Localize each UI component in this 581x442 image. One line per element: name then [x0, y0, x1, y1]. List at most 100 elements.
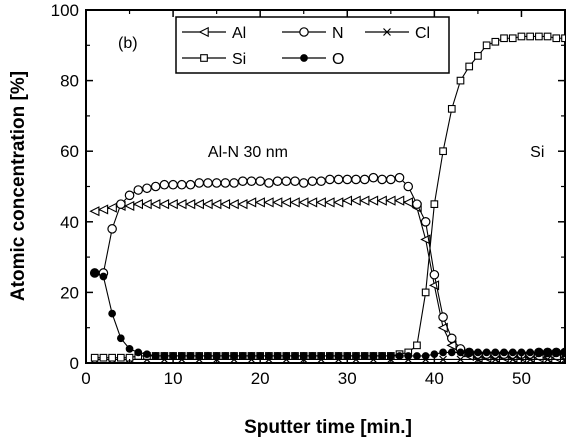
data-point-n [133, 185, 144, 195]
data-point-si [421, 288, 430, 297]
data-point-al [263, 197, 274, 208]
data-point-n [220, 178, 231, 188]
data-point-al [97, 204, 109, 215]
data-point-si [465, 62, 474, 71]
data-point-o [561, 348, 565, 357]
data-point-o [291, 352, 299, 360]
data-point-si [108, 353, 116, 362]
x-tick-label: 0 [81, 369, 90, 388]
data-point-si [90, 353, 99, 362]
data-point-o [325, 352, 334, 360]
data-point-al [394, 195, 405, 206]
data-point-al [341, 195, 353, 206]
data-point-si [430, 200, 439, 209]
data-point-al [193, 199, 204, 210]
data-point-cl [491, 355, 500, 363]
data-point-o [508, 348, 517, 357]
legend-marker-o [300, 54, 308, 62]
data-point-n [194, 178, 205, 188]
data-point-n [281, 176, 292, 187]
data-point-si [447, 104, 456, 113]
data-point-si [491, 37, 500, 46]
data-point-al [254, 197, 265, 208]
data-point-o [360, 352, 369, 360]
legend-label-o: O [332, 51, 344, 68]
data-point-n [237, 176, 248, 187]
data-point-o [282, 352, 291, 360]
data-point-al [150, 199, 161, 210]
legend-label-cl: Cl [415, 25, 430, 42]
data-point-o [116, 334, 125, 343]
data-point-o [90, 269, 99, 277]
data-point-cl [526, 355, 535, 363]
panel-label: (b) [118, 35, 138, 52]
data-point-o [204, 352, 212, 360]
data-point-o [526, 348, 535, 357]
data-point-o [195, 352, 204, 360]
chart-annotation: Al-N 30 nm [208, 144, 288, 161]
data-point-al [106, 202, 117, 213]
data-point-si [500, 34, 508, 43]
y-tick-label: 0 [70, 354, 79, 373]
data-point-si [116, 353, 125, 362]
y-tick-label: 20 [60, 283, 79, 302]
data-point-o [535, 348, 543, 357]
x-tick-label: 20 [251, 369, 270, 388]
data-point-si [508, 34, 517, 43]
data-point-n [316, 176, 326, 187]
data-point-al [228, 199, 239, 210]
data-point-o [308, 352, 317, 360]
data-point-al [289, 197, 300, 208]
data-point-o [386, 352, 395, 360]
data-point-n [429, 269, 440, 280]
data-point-o [369, 352, 378, 360]
data-point-al [307, 197, 318, 208]
data-point-o [247, 352, 256, 360]
legend-label-si: Si [232, 51, 246, 68]
data-point-n [359, 174, 370, 185]
data-point-al [124, 200, 135, 212]
data-point-al [158, 199, 170, 210]
data-point-n [394, 172, 405, 183]
y-axis-title: Atomic concentration [%] [8, 71, 29, 301]
data-point-cl [456, 355, 465, 363]
data-point-o [552, 348, 561, 357]
data-point-al [246, 197, 257, 208]
data-point-n [412, 199, 422, 209]
data-point-o [221, 352, 230, 360]
series-si [90, 32, 565, 362]
data-point-al [350, 195, 361, 206]
data-point-al [298, 197, 309, 208]
data-point-o [186, 352, 195, 360]
series-o [90, 269, 565, 360]
data-point-n [159, 179, 170, 190]
data-point-o [474, 348, 482, 357]
data-point-si [561, 34, 565, 43]
data-point-cl [508, 355, 517, 363]
legend-marker-n [299, 27, 309, 37]
data-point-al [324, 197, 335, 208]
data-point-o [352, 352, 360, 360]
data-point-o [404, 352, 413, 360]
data-point-si [517, 32, 526, 41]
x-axis-title: Sputter time [min.] [244, 417, 412, 438]
data-point-o [334, 352, 343, 360]
data-point-o [238, 352, 247, 360]
data-point-n [229, 178, 239, 188]
data-point-n [333, 174, 344, 185]
data-point-al [402, 197, 413, 208]
data-point-o [143, 350, 151, 359]
data-point-n [307, 176, 318, 187]
data-point-n [325, 174, 335, 185]
data-point-al [446, 340, 457, 351]
data-point-o [378, 352, 386, 360]
chart-annotation: Si [530, 144, 544, 161]
data-point-si [413, 341, 421, 350]
data-point-o [134, 348, 143, 357]
data-point-n [446, 333, 457, 344]
data-point-n [124, 190, 135, 201]
data-point-o [543, 348, 552, 357]
data-point-al [219, 199, 231, 210]
data-point-o [395, 352, 404, 360]
